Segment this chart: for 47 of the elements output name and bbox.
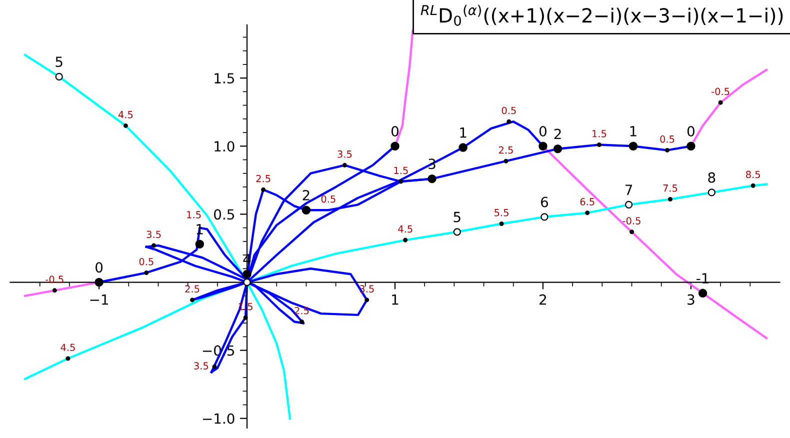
annotation: 2.5: [256, 174, 270, 182]
chart-title: $^{RL}$D$_{0}$$^{(α)}$((x+1)(x−2−i)(x−3−i)(x−1−i)): [420, 4, 783, 26]
x-tick-label: −1: [90, 294, 108, 305]
annotation: 6: [541, 196, 548, 208]
y-tick-label: 1.5: [214, 73, 234, 84]
annotation: 4.5: [118, 111, 133, 118]
annotation: 5.5: [494, 209, 508, 216]
annotation: 4.5: [60, 344, 75, 352]
annotation: 0.5: [502, 106, 516, 114]
annotation: -0.5: [622, 217, 640, 224]
annotation: 1.5: [394, 166, 408, 174]
annotation: 2.5: [498, 146, 513, 154]
annotation: 6.5: [580, 198, 594, 206]
annotation: 3.5: [194, 362, 208, 370]
annotation: 5: [454, 212, 460, 222]
y-tick-label: 1.0: [214, 141, 234, 152]
annotation: -0.5: [46, 276, 64, 283]
annotation: 2.5: [185, 285, 200, 293]
annotation: 1.5: [187, 211, 201, 218]
annotation: 0: [687, 126, 694, 136]
x-tick-label: 2: [540, 294, 546, 305]
annotation: 1: [630, 126, 636, 136]
annotation: 7.5: [663, 184, 678, 192]
annotation: 2: [554, 128, 561, 140]
annotation: 0: [96, 262, 103, 273]
annotation: 1.5: [592, 130, 606, 138]
annotation: 7: [626, 184, 632, 195]
annotation: 2.5: [294, 306, 309, 314]
annotation: 2: [302, 190, 310, 200]
annotation: 0: [391, 126, 398, 136]
annotation: 0: [539, 126, 546, 136]
annotation: 1: [196, 224, 203, 234]
x-tick-label: 1: [392, 294, 398, 305]
annotation: 5: [56, 56, 62, 68]
x-tick-label: 3: [688, 294, 694, 305]
annotation: 4.5: [398, 225, 412, 233]
annotation: -0.5: [712, 88, 730, 96]
annotation: 0.5: [321, 195, 336, 203]
y-tick-label: 0.5: [214, 209, 234, 220]
annotation: 0.5: [660, 135, 674, 143]
y-tick-label: −1.0: [202, 413, 234, 424]
annotation: 3.5: [338, 150, 352, 158]
annotation: 8.5: [746, 170, 760, 178]
annotation: 1: [460, 128, 466, 138]
annotation: 3.5: [146, 230, 161, 238]
annotation: 8: [708, 172, 716, 183]
annotation: 0.5: [139, 258, 154, 266]
